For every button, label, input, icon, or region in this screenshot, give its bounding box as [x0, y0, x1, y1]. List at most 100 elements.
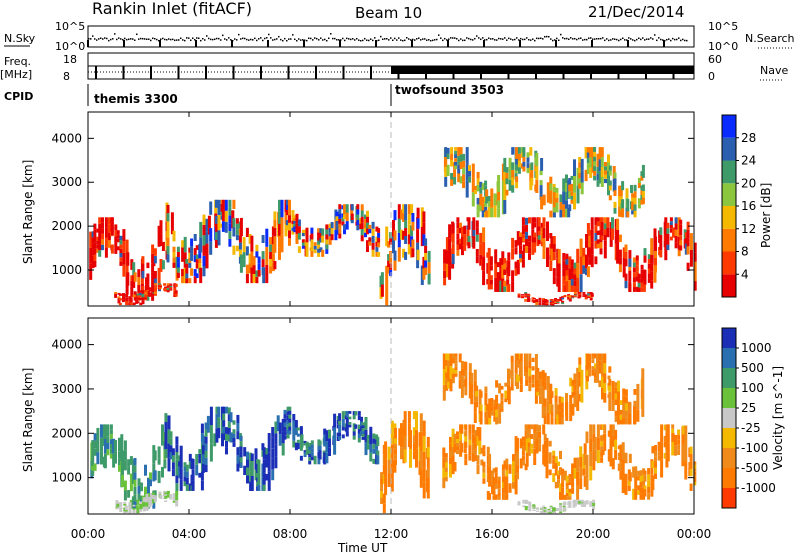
power-scatter-cell	[466, 229, 470, 234]
power-scatter-cell	[576, 185, 580, 204]
power-scatter-cell	[424, 260, 428, 268]
power-scatter-cell	[562, 268, 566, 277]
power-scatter-cell	[313, 249, 317, 254]
nsky-point	[300, 39, 302, 41]
power-scatter-cell	[465, 164, 469, 181]
power-scatter-cell	[158, 287, 162, 289]
velocity-scatter-cell	[565, 489, 569, 493]
velocity-scatter-cell	[136, 510, 140, 514]
power-scatter-cell	[533, 237, 537, 243]
velocity-scatter-cell	[451, 465, 455, 475]
nsky-point	[310, 37, 312, 40]
velocity-scatter-cell	[454, 373, 458, 377]
nsky-point	[268, 33, 270, 36]
velocity-scatter-cell	[536, 387, 540, 392]
power-scatter-cell	[280, 234, 284, 253]
power-scatter-cell	[593, 166, 597, 171]
velocity-scatter-cell	[583, 506, 587, 507]
power-scatter-cell	[411, 248, 415, 258]
velocity-scatter-cell	[532, 505, 536, 507]
power-scatter-cell	[496, 277, 500, 282]
power-scatter-cell	[164, 289, 168, 292]
power-scatter-cell	[335, 220, 339, 226]
velocity-scatter-cell	[693, 468, 697, 472]
power-scatter-cell	[537, 226, 541, 231]
nsky-point	[502, 38, 504, 40]
velocity-scatter-cell	[292, 434, 296, 441]
power-scatter-cell	[677, 249, 681, 257]
power-scatter-cell	[532, 299, 536, 301]
velocity-scatter-cell	[283, 409, 287, 415]
power-scatter-cell	[317, 232, 321, 237]
power-scatter-cell	[190, 268, 194, 276]
velocity-scatter-cell	[603, 392, 607, 403]
velocity-scatter-cell	[538, 438, 542, 445]
power-scatter-cell	[139, 295, 143, 298]
power-scatter-cell	[377, 237, 381, 243]
velocity-scatter-cell	[617, 452, 621, 457]
velocity-colorbar-label: Velocity [m s^-1]	[771, 366, 785, 470]
power-scatter-cell	[389, 238, 393, 245]
velocity-scatter-cell	[532, 508, 536, 510]
power-scatter-cell	[596, 221, 600, 227]
power-scatter-cell	[273, 244, 277, 253]
velocity-scatter-cell	[540, 507, 543, 509]
power-scatter-cell	[158, 286, 162, 288]
power-scatter-cell	[144, 296, 148, 298]
power-scatter-cell	[559, 202, 563, 210]
nsky-point	[464, 39, 466, 42]
velocity-scatter-cell	[536, 371, 540, 376]
nsky-point	[96, 39, 98, 41]
velocity-scatter-cell	[484, 411, 488, 419]
power-scatter-cell	[169, 283, 173, 285]
velocity-scatter-cell	[568, 500, 572, 503]
power-scatter-cell	[503, 258, 507, 264]
nsky-point	[248, 39, 250, 41]
velocity-scatter-cell	[528, 376, 532, 384]
velocity-scatter-cell	[274, 421, 278, 434]
velocity-scatter-cell	[188, 453, 192, 462]
velocity-scatter-cell	[503, 460, 507, 469]
velocity-scatter-cell	[243, 447, 247, 457]
velocity-scatter-cell	[488, 411, 492, 418]
velocity-scatter-cell	[596, 373, 599, 383]
velocity-scatter-cell	[557, 483, 560, 488]
power-scatter-cell	[288, 238, 291, 246]
power-scatter-cell	[317, 240, 321, 245]
nsky-point	[436, 38, 438, 41]
velocity-scatter-cell	[153, 495, 157, 497]
power-scatter-cell	[475, 256, 479, 264]
power-scatter-cell	[158, 283, 161, 285]
velocity-scatter-cell	[471, 452, 475, 462]
velocity-scatter-cell	[484, 392, 488, 400]
velocity-scatter-cell	[611, 380, 615, 391]
power-scatter-cell	[481, 203, 485, 211]
nsky-point	[340, 39, 342, 41]
velocity-scatter-cell	[583, 505, 587, 506]
velocity-scatter-cell	[157, 452, 161, 459]
nsky-point	[358, 39, 360, 41]
velocity-scatter-cell	[528, 383, 532, 392]
power-scatter-cell	[269, 244, 273, 252]
power-scatter-cell	[356, 219, 360, 225]
power-scatter-cell	[580, 170, 584, 183]
power-scatter-cell	[202, 235, 206, 246]
velocity-scatter-cell	[543, 381, 547, 390]
velocity-scatter-cell	[124, 505, 128, 508]
power-scatter-cell	[596, 243, 600, 249]
power-scatter-cell	[164, 286, 168, 289]
velocity-scatter-cell	[451, 446, 455, 456]
velocity-scatter-cell	[525, 353, 529, 360]
velocity-scatter-cell	[519, 353, 523, 362]
power-colorbar-tick-label: 28	[741, 131, 756, 145]
velocity-scatter-cell	[394, 454, 397, 460]
velocity-scatter-cell	[444, 453, 448, 458]
power-scatter-cell	[570, 265, 574, 273]
power-scatter-cell	[445, 263, 449, 278]
nsky-point	[528, 38, 530, 41]
power-scatter-cell	[521, 297, 524, 299]
nsearch-tick-bottom: 10^0	[708, 40, 738, 53]
power-scatter-cell	[596, 217, 600, 222]
velocity-scatter-cell	[548, 458, 552, 464]
velocity-scatter-cell	[573, 379, 577, 385]
